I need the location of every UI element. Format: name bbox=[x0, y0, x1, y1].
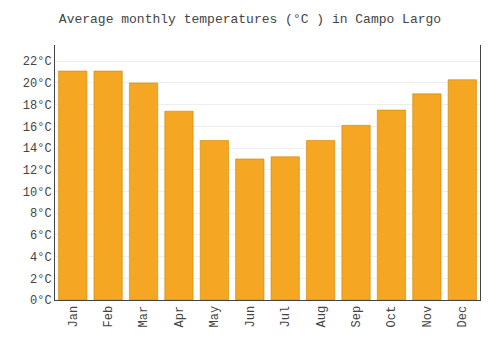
svg-text:14°C: 14°C bbox=[23, 142, 52, 156]
svg-text:May: May bbox=[208, 306, 222, 328]
svg-text:Apr: Apr bbox=[173, 306, 187, 328]
svg-text:6°C: 6°C bbox=[30, 229, 52, 243]
svg-text:4°C: 4°C bbox=[30, 251, 52, 265]
svg-text:Oct: Oct bbox=[385, 306, 399, 328]
svg-text:10°C: 10°C bbox=[23, 186, 52, 200]
svg-text:Nov: Nov bbox=[421, 306, 435, 328]
svg-text:Mar: Mar bbox=[137, 306, 151, 328]
svg-text:Average monthly temperatures (: Average monthly temperatures (°C ) in Ca… bbox=[59, 12, 441, 27]
svg-text:16°C: 16°C bbox=[23, 121, 52, 135]
svg-text:Sep: Sep bbox=[350, 306, 364, 328]
svg-text:Jun: Jun bbox=[244, 306, 258, 328]
svg-text:Dec: Dec bbox=[456, 306, 470, 328]
svg-text:8°C: 8°C bbox=[30, 207, 52, 221]
svg-text:20°C: 20°C bbox=[23, 77, 52, 91]
svg-text:12°C: 12°C bbox=[23, 164, 52, 178]
svg-text:Jan: Jan bbox=[67, 306, 81, 328]
svg-text:22°C: 22°C bbox=[23, 55, 52, 69]
svg-text:Feb: Feb bbox=[102, 306, 116, 328]
svg-text:18°C: 18°C bbox=[23, 99, 52, 113]
svg-text:Aug: Aug bbox=[315, 306, 329, 328]
svg-text:0°C: 0°C bbox=[30, 294, 52, 308]
svg-text:Jul: Jul bbox=[279, 306, 293, 328]
svg-text:2°C: 2°C bbox=[30, 273, 52, 287]
